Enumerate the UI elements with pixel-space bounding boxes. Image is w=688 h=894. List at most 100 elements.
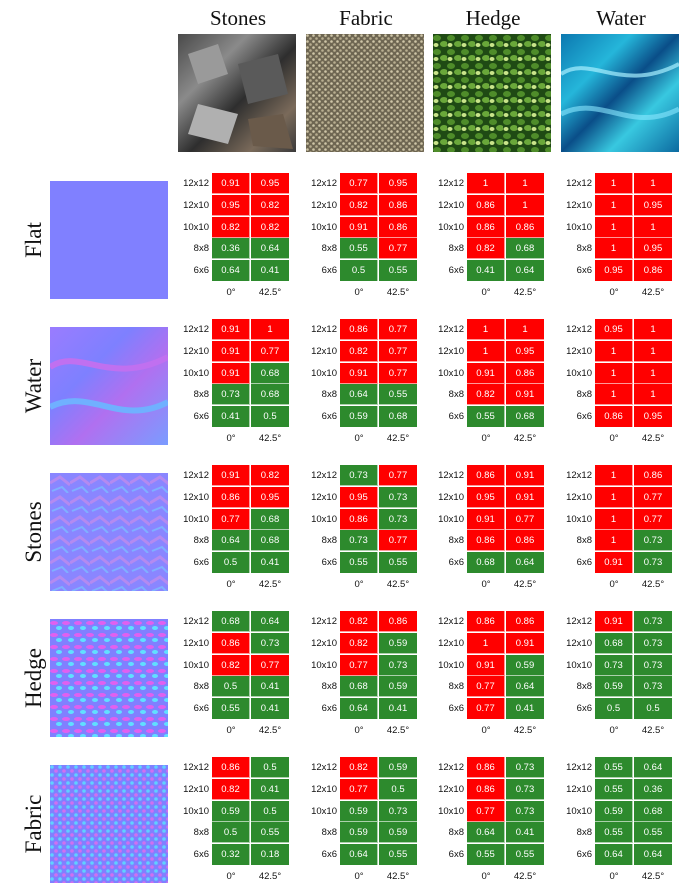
cell-water-water-10x10-0: 1: [595, 362, 633, 384]
grid-row-label-water-hedge-12x10: 12x10: [438, 345, 464, 357]
grid-row-label-hedge-hedge-8x8: 8x8: [448, 681, 464, 693]
cell-fabric-water-6x6-1: 0.64: [634, 844, 672, 866]
cell-flat-fabric-12x10-0: 0.82: [340, 194, 378, 216]
cell-stones-water-12x12-0: 1: [595, 465, 633, 486]
cell-flat-fabric-6x6-0: 0.5: [340, 260, 378, 282]
cell-hedge-fabric-8x8-1: 0.59: [379, 676, 417, 698]
cell-fabric-hedge-8x8-0: 0.64: [467, 822, 505, 844]
cell-water-stones-12x10-1: 0.77: [251, 340, 289, 362]
cell-stones-water-10x10-1: 0.77: [634, 508, 672, 530]
grid-row-label-water-hedge-10x10: 10x10: [438, 367, 464, 379]
cell-stones-stones-6x6-1: 0.41: [251, 552, 289, 574]
grid-row-label-hedge-stones-12x12: 12x12: [183, 616, 209, 627]
grid-row-label-stones-stones-12x12: 12x12: [183, 470, 209, 481]
cell-hedge-stones-8x8-0: 0.5: [212, 676, 250, 698]
grid-col-label-water-stones-1: 42.5°: [258, 433, 282, 444]
cell-water-stones-12x10-0: 0.91: [212, 340, 250, 362]
cell-water-fabric-8x8-0: 0.64: [340, 384, 378, 406]
cell-flat-fabric-12x12-0: 0.77: [340, 173, 378, 194]
grid-col-label-hedge-stones-0: 0°: [226, 725, 236, 736]
cell-fabric-hedge-6x6-0: 0.55: [467, 844, 505, 866]
grid-row-label-fabric-hedge-12x10: 12x10: [438, 783, 464, 795]
grid-row-label-water-water-6x6: 6x6: [576, 411, 592, 423]
cell-fabric-hedge-8x8-1: 0.41: [506, 822, 544, 844]
cell-fabric-fabric-10x10-1: 0.73: [379, 800, 417, 822]
cell-flat-water-8x8-1: 0.95: [634, 238, 672, 260]
cell-fabric-stones-10x10-0: 0.59: [212, 800, 250, 822]
cell-flat-water-8x8-0: 1: [595, 238, 633, 260]
grid-row-label-water-hedge-6x6: 6x6: [448, 411, 464, 423]
cell-stones-hedge-10x10-0: 0.91: [467, 508, 505, 530]
fabric-normal-map: [50, 765, 168, 883]
grid-col-label-stones-fabric-0: 0°: [354, 579, 364, 590]
cell-water-fabric-6x6-0: 0.59: [340, 406, 378, 428]
cell-fabric-fabric-10x10-0: 0.59: [340, 800, 378, 822]
cell-fabric-stones-8x8-1: 0.55: [251, 822, 289, 844]
cell-fabric-hedge-12x10-1: 0.73: [506, 778, 544, 800]
grid-row-label-water-hedge-8x8: 8x8: [448, 389, 464, 401]
stones-normal-map: [50, 473, 168, 591]
cell-flat-water-6x6-1: 0.86: [634, 260, 672, 282]
grid-row-label-hedge-stones-10x10: 10x10: [183, 659, 209, 671]
grid-col-label-flat-water-1: 42.5°: [641, 287, 665, 298]
cell-fabric-water-10x10-0: 0.59: [595, 800, 633, 822]
cell-hedge-water-12x10-1: 0.73: [634, 632, 672, 654]
grid-col-label-stones-fabric-1: 42.5°: [386, 579, 410, 590]
grid-row-label-hedge-fabric-8x8: 8x8: [321, 681, 337, 693]
grid-row-label-hedge-fabric-12x10: 12x10: [311, 637, 337, 649]
grid-row-label-hedge-water-12x12: 12x12: [566, 616, 592, 627]
cell-stones-water-6x6-1: 0.73: [634, 552, 672, 574]
cell-fabric-fabric-12x12-1: 0.59: [379, 757, 417, 778]
grid-col-label-water-water-1: 42.5°: [641, 433, 665, 444]
cell-hedge-water-12x12-1: 0.73: [634, 611, 672, 632]
grid-col-label-flat-stones-1: 42.5°: [258, 287, 282, 298]
cell-flat-stones-8x8-1: 0.64: [251, 238, 289, 260]
grid-col-label-fabric-hedge-0: 0°: [481, 871, 491, 882]
grid-row-label-fabric-water-12x12: 12x12: [566, 762, 592, 773]
cell-hedge-hedge-10x10-0: 0.91: [467, 654, 505, 676]
cell-stones-fabric-6x6-1: 0.55: [379, 552, 417, 574]
cell-hedge-fabric-6x6-0: 0.64: [340, 698, 378, 720]
grid-row-label-water-stones-10x10: 10x10: [183, 367, 209, 379]
cell-water-water-12x10-0: 1: [595, 340, 633, 362]
cell-flat-stones-10x10-1: 0.82: [251, 216, 289, 238]
cell-fabric-stones-12x12-0: 0.86: [212, 757, 250, 778]
grid-row-label-stones-fabric-8x8: 8x8: [321, 535, 337, 547]
cell-stones-fabric-10x10-0: 0.86: [340, 508, 378, 530]
cell-water-hedge-12x10-0: 1: [467, 340, 505, 362]
cell-stones-hedge-8x8-1: 0.86: [506, 530, 544, 552]
grid-col-label-hedge-hedge-1: 42.5°: [513, 725, 537, 736]
grid-row-label-fabric-hedge-12x12: 12x12: [438, 762, 464, 773]
cell-flat-fabric-10x10-0: 0.91: [340, 216, 378, 238]
cell-hedge-hedge-10x10-1: 0.59: [506, 654, 544, 676]
grid-row-label-fabric-fabric-12x12: 12x12: [311, 762, 337, 773]
grid-col-label-flat-water-0: 0°: [609, 287, 619, 298]
cell-fabric-hedge-12x12-1: 0.73: [506, 757, 544, 778]
grid-row-label-stones-stones-8x8: 8x8: [193, 535, 209, 547]
cell-flat-stones-6x6-1: 0.41: [251, 260, 289, 282]
cell-fabric-water-8x8-1: 0.55: [634, 822, 672, 844]
grid-col-label-flat-hedge-1: 42.5°: [513, 287, 537, 298]
cell-hedge-water-8x8-1: 0.73: [634, 676, 672, 698]
cell-water-stones-6x6-1: 0.5: [251, 406, 289, 428]
cell-hedge-fabric-12x10-1: 0.59: [379, 632, 417, 654]
cell-hedge-fabric-12x12-0: 0.82: [340, 611, 378, 632]
grid-col-label-water-hedge-1: 42.5°: [513, 433, 537, 444]
cell-stones-stones-8x8-0: 0.64: [212, 530, 250, 552]
cell-water-water-8x8-0: 1: [595, 384, 633, 406]
grid-row-label-flat-hedge-12x10: 12x10: [438, 199, 464, 211]
cell-water-stones-8x8-1: 0.68: [251, 384, 289, 406]
grid-row-label-stones-hedge-8x8: 8x8: [448, 535, 464, 547]
cell-stones-water-8x8-0: 1: [595, 530, 633, 552]
cell-fabric-water-12x10-1: 0.36: [634, 778, 672, 800]
grid-col-label-hedge-water-1: 42.5°: [641, 725, 665, 736]
grid-row-label-hedge-water-8x8: 8x8: [576, 681, 592, 693]
grid-row-label-flat-stones-6x6: 6x6: [193, 265, 209, 277]
cell-water-fabric-12x12-1: 0.77: [379, 319, 417, 340]
cell-fabric-hedge-12x12-0: 0.86: [467, 757, 505, 778]
cell-water-hedge-12x12-1: 1: [506, 319, 544, 340]
cell-stones-stones-8x8-1: 0.68: [251, 530, 289, 552]
grid-col-label-flat-stones-0: 0°: [226, 287, 236, 298]
grid-row-label-flat-fabric-6x6: 6x6: [321, 265, 337, 277]
cell-hedge-stones-12x12-1: 0.64: [251, 611, 289, 632]
